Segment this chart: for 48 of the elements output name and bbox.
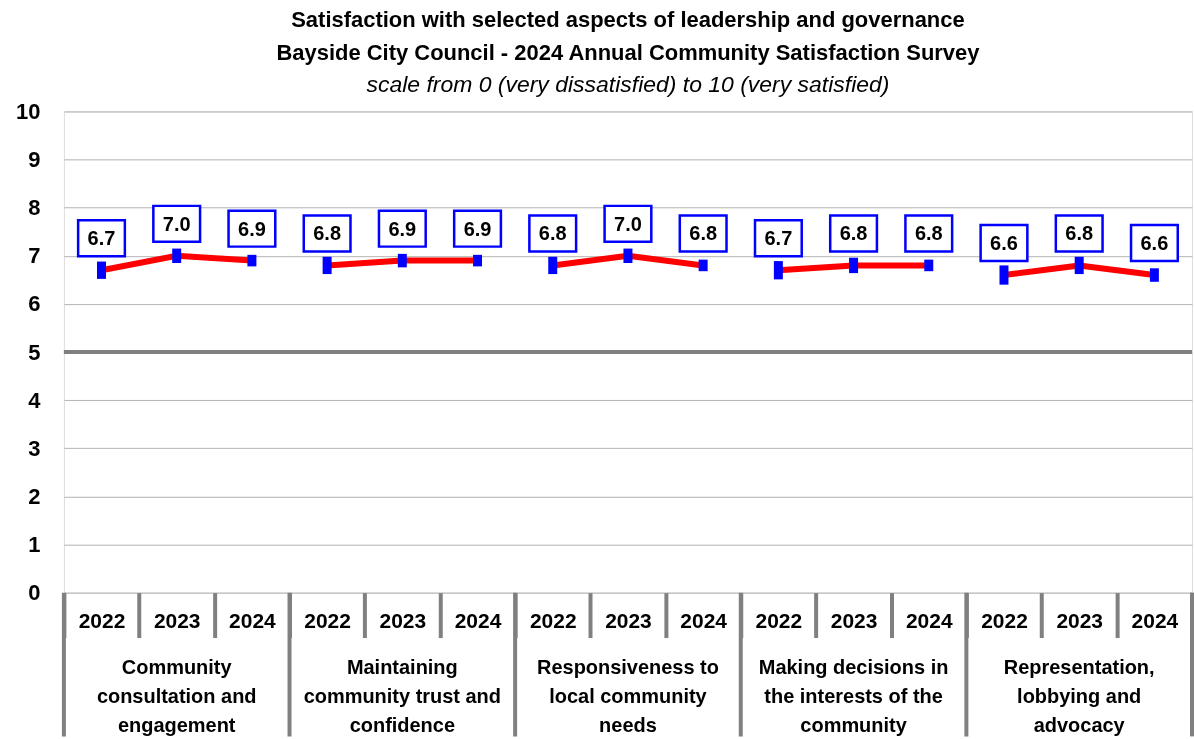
y-tick-label: 4 [28, 387, 42, 413]
x-tick-label: 2022 [755, 609, 803, 633]
data-label: 6.7 [764, 227, 793, 250]
chart-subtitle: scale from 0 (very dissatisfied) to 10 (very satisfied) [366, 71, 890, 98]
x-tick-label: 2022 [78, 609, 126, 633]
data-label: 6.8 [689, 222, 718, 245]
data-label: 6.6 [990, 232, 1018, 255]
y-tick-label: 5 [28, 339, 41, 365]
x-tick-label: 2022 [981, 609, 1028, 633]
x-tick-label: 2023 [1056, 609, 1103, 633]
y-tick-label: 1 [28, 531, 41, 557]
x-tick-label: 2023 [605, 609, 652, 633]
y-tick-label: 7 [28, 243, 41, 269]
text: Making decisions in the interests of the community [758, 656, 949, 737]
data-label: 6.9 [238, 217, 266, 240]
text: Maintaining community trust and confidence [303, 656, 501, 737]
y-tick-label: 10 [16, 98, 41, 124]
chart-title: Satisfaction with selected aspects of leadership and governance Bayside City Council - 2024 Annual Community Satisfaction Survey [276, 6, 981, 65]
data-label: 6.8 [313, 222, 341, 245]
text: Responsiveness to local community needs [537, 656, 719, 737]
x-tick-label: 2023 [830, 609, 878, 633]
x-tick-label: 2023 [379, 609, 427, 633]
data-label: 6.6 [1140, 232, 1169, 255]
x-tick-label: 2024 [680, 609, 728, 633]
y-tick-label: 9 [28, 147, 41, 173]
x-tick-label: 2024 [229, 609, 277, 633]
text: Community consultation and engagement [96, 656, 257, 737]
data-label: 6.7 [87, 227, 116, 250]
x-tick-label: 2024 [905, 609, 953, 633]
y-tick-label: 2 [28, 483, 41, 509]
x-tick-label: 2022 [304, 609, 351, 633]
data-label: 6.8 [1065, 222, 1094, 245]
data-label: 6.9 [388, 217, 417, 240]
data-label: 6.8 [914, 222, 943, 245]
x-tick-label: 2022 [529, 609, 577, 633]
x-tick-label: 2024 [454, 609, 502, 633]
y-tick-label: 6 [28, 291, 41, 317]
text: Representation, lobbying and advocacy [1003, 656, 1155, 737]
data-label: 6.8 [839, 222, 868, 245]
data-label: 7.0 [614, 212, 642, 235]
y-tick-label: 8 [28, 195, 41, 221]
data-label: 7.0 [162, 212, 191, 235]
data-label: 6.9 [463, 217, 492, 240]
data-label: 6.8 [538, 222, 567, 245]
x-tick-label: 2024 [1131, 609, 1179, 633]
y-tick-label: 0 [28, 580, 41, 606]
x-tick-label: 2023 [153, 609, 201, 633]
y-tick-label: 3 [28, 435, 41, 461]
